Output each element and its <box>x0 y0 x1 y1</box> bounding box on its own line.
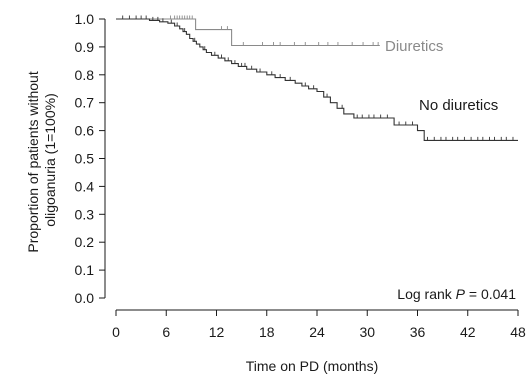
y-axis-label-line-2: oligoanuria (1=100%) <box>42 93 58 226</box>
series-layer <box>116 15 518 141</box>
y-tick-label: 0.9 <box>75 39 95 55</box>
series-label-diuretics: Diuretics <box>385 38 443 55</box>
x-tick-label: 36 <box>410 324 426 340</box>
log-rank-prefix: Log rank <box>397 286 455 302</box>
x-tick-label: 18 <box>259 324 275 340</box>
y-axis-label-line-1: Proportion of patients without <box>25 71 41 252</box>
y-tick-label: 0.4 <box>75 178 95 194</box>
log-rank-annotation: Log rank P = 0.041 <box>397 286 516 302</box>
y-tick-label: 0.2 <box>75 234 95 250</box>
x-tick-label: 42 <box>460 324 476 340</box>
y-tick-label: 0.0 <box>75 290 95 306</box>
x-tick-label: 48 <box>510 324 526 340</box>
log-rank-value: = 0.041 <box>465 286 516 302</box>
y-tick-label: 1.0 <box>75 11 95 27</box>
series-diuretics <box>116 15 380 47</box>
series-line-diuretics <box>116 18 380 47</box>
series-line-no-diuretics <box>116 18 518 141</box>
x-tick-label: 12 <box>209 324 225 340</box>
log-rank-p-symbol: P <box>456 286 466 302</box>
x-tick-label: 30 <box>359 324 375 340</box>
x-tick-label: 24 <box>309 324 325 340</box>
y-axis-label: Proportion of patients without oligoanur… <box>25 67 58 252</box>
y-tick-label: 0.1 <box>75 262 95 278</box>
y-tick-label: 0.7 <box>75 95 95 111</box>
x-axis: 0 6 12 18 24 30 36 42 48 <box>112 309 526 340</box>
x-tick-label: 6 <box>162 324 170 340</box>
series-label-no-diuretics: No diuretics <box>419 97 498 114</box>
y-tick-label: 0.8 <box>75 67 95 83</box>
x-tick-label: 0 <box>112 324 120 340</box>
y-axis: 0.0 0.1 0.2 0.3 0.4 0.5 0.6 0.7 0.8 0.9 1.0 <box>75 11 106 306</box>
y-tick-label: 0.3 <box>75 206 95 222</box>
y-tick-label: 0.6 <box>75 123 95 139</box>
y-tick-label: 0.5 <box>75 151 95 167</box>
series-no-diuretics <box>116 15 518 141</box>
x-axis-label: Time on PD (months) <box>246 358 379 374</box>
